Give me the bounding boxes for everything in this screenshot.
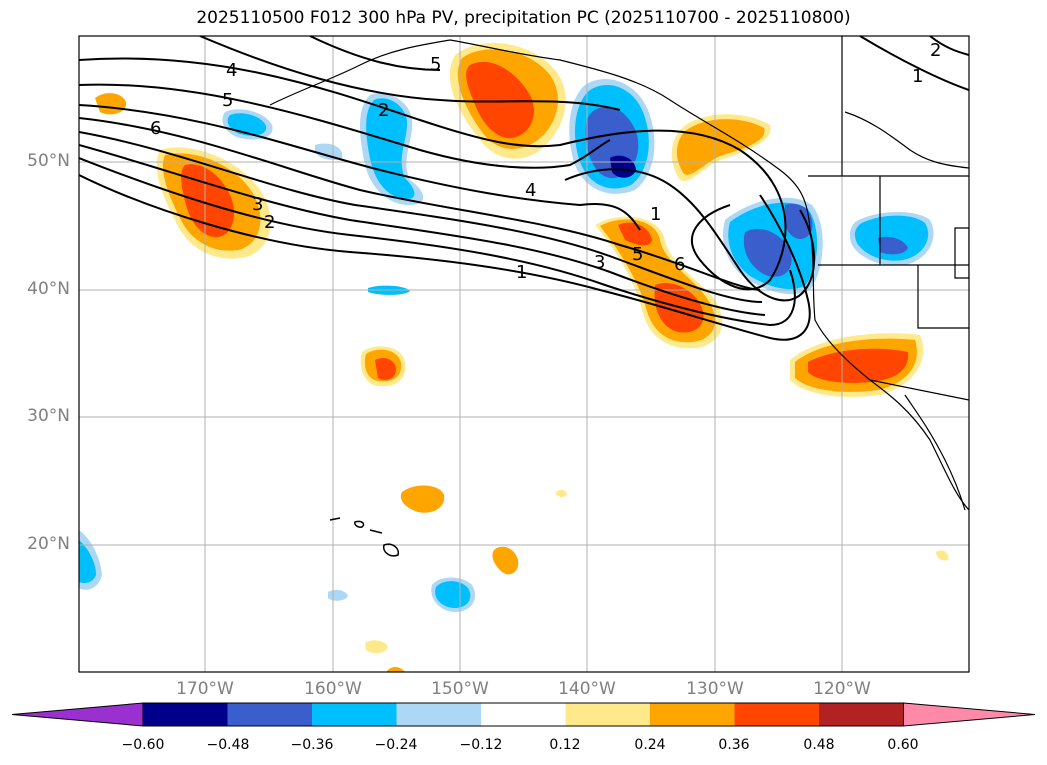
- gridlines: [79, 36, 969, 672]
- contour-label-4-a: 4: [226, 60, 237, 81]
- colorbar-tick-2: −0.36: [290, 737, 334, 753]
- map-frame: [78, 35, 970, 673]
- contour-label-2-a: 2: [264, 212, 275, 233]
- colorbar-tick-1: −0.48: [206, 737, 250, 753]
- contour-label-3-a: 3: [252, 194, 263, 215]
- colorbar-outline: [142, 702, 904, 727]
- colorbar-segment: [396, 703, 482, 726]
- lon-label-160w: 160°W: [304, 679, 362, 699]
- lat-label-40n: 40°N: [27, 279, 70, 299]
- colorbar-segment: [565, 703, 651, 726]
- contour-label-5-a: 5: [222, 90, 233, 111]
- contour-label-4-b: 4: [525, 180, 536, 201]
- colorbar-tick-3: −0.24: [374, 737, 418, 753]
- contour-labels: 4 5 6 3 2 2 5 4 1 3 5 6 1 1 2: [150, 40, 941, 283]
- colorbar-segment: [227, 703, 313, 726]
- colorbar-tick-7: 0.36: [718, 737, 750, 753]
- lon-label-130w: 130°W: [686, 679, 744, 699]
- colorbar-tick-5: 0.12: [549, 737, 581, 753]
- colorbar-tick-0: −0.60: [121, 737, 165, 753]
- colorbar-segment: [481, 703, 566, 726]
- lat-label-30n: 30°N: [27, 406, 70, 426]
- colorbar-tick-4: −0.12: [459, 737, 503, 753]
- lon-label-120w: 120°W: [813, 679, 871, 699]
- colorbar-segment: [143, 703, 228, 726]
- colorbar: [11, 702, 1036, 727]
- contour-label-3-b: 3: [594, 252, 605, 273]
- contour-label-2-b: 2: [378, 100, 389, 121]
- hawaii-islands: [329, 517, 400, 557]
- colorbar-tick-8: 0.48: [803, 737, 835, 753]
- contour-label-1-a: 1: [516, 262, 527, 283]
- contour-label-1-c: 1: [912, 66, 923, 87]
- colorbar-segment: [650, 703, 735, 726]
- lon-label-150w: 150°W: [431, 679, 489, 699]
- chart-title: 2025110500 F012 300 hPa PV, precipitatio…: [196, 8, 851, 28]
- colorbar-tick-9: 0.60: [887, 737, 919, 753]
- lat-label-20n: 20°N: [27, 534, 70, 554]
- contour-label-1-b: 1: [650, 204, 661, 225]
- contour-label-6-a: 6: [150, 118, 161, 139]
- colorbar-extend-max: [903, 702, 1036, 727]
- contour-label-5-c: 5: [632, 244, 643, 265]
- lon-label-140w: 140°W: [558, 679, 616, 699]
- colorbar-extend-min: [11, 702, 144, 727]
- colorbar-segment: [312, 703, 397, 726]
- lon-label-170w: 170°W: [176, 679, 234, 699]
- contour-label-5-b: 5: [430, 54, 441, 75]
- colorbar-segment: [734, 703, 820, 726]
- contour-label-6-b: 6: [674, 254, 685, 275]
- colorbar-tick-6: 0.24: [634, 737, 666, 753]
- coastlines: [269, 36, 969, 511]
- colorbar-segment: [819, 703, 904, 726]
- contour-label-2-c: 2: [930, 40, 941, 61]
- lat-label-50n: 50°N: [27, 151, 70, 171]
